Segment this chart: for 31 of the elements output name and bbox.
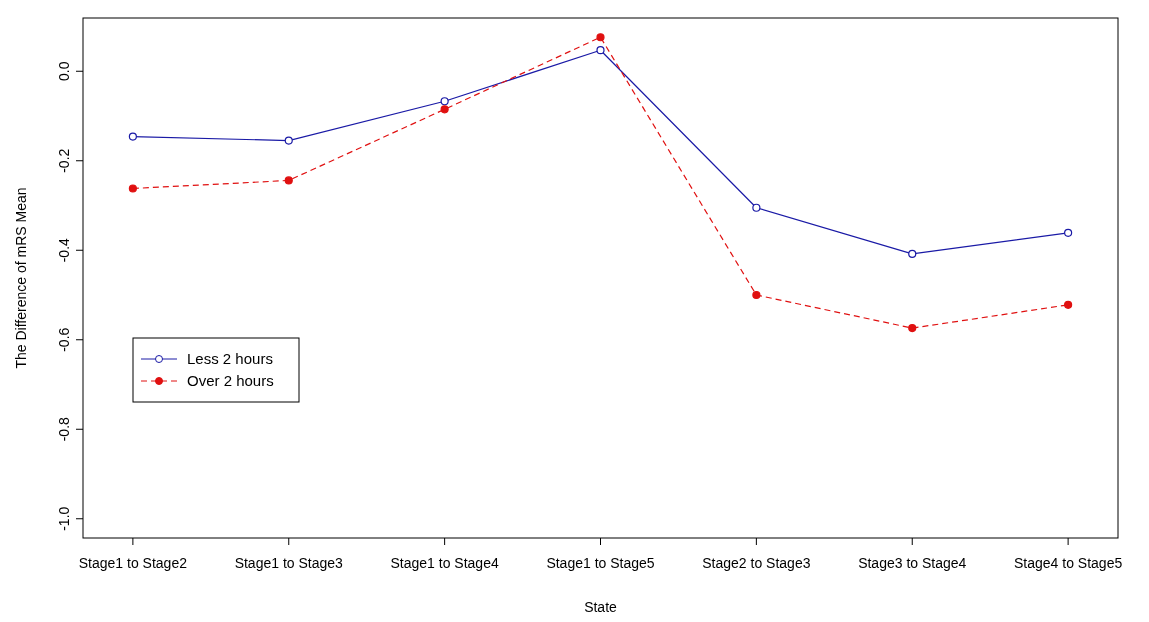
x-tick-label: Stage1 to Stage2 [78,555,188,571]
y-tick-label: -0.8 [56,416,72,442]
y-tick-label: -0.2 [56,148,72,173]
point [908,324,917,333]
point [596,33,605,42]
point [284,176,293,185]
x-tick-label: Stage3 to Stage4 [858,555,967,571]
y-tick-label: -0.4 [56,237,72,263]
point [440,97,449,106]
point [752,290,761,300]
y-tick-label: -0.6 [56,327,72,352]
x-tick-label: Stage2 to Stage3 [702,555,811,571]
x-tick-label: Stage1 to Stage4 [390,555,499,571]
point [128,132,137,141]
x-tick-label: Stage4 to Stage5 [1014,555,1123,571]
x-tick-label: Stage1 to Stage3 [234,555,344,571]
point [1064,300,1073,309]
point [596,46,605,55]
point [128,184,137,193]
point [440,105,449,114]
x-tick-label: Stage1 to Stage5 [546,555,655,571]
point [908,249,917,258]
legend-label: Less 2 hours [187,350,273,367]
point [1064,228,1073,237]
y-axis-title: The Difference of mRS Mean [13,187,29,369]
x-axis-title: State [584,599,618,615]
y-tick-label: 0.0 [56,61,72,81]
point [284,136,293,145]
legend-label: Over 2 hours [187,372,274,389]
y-tick-label: -1.0 [56,506,72,531]
point [752,203,761,212]
